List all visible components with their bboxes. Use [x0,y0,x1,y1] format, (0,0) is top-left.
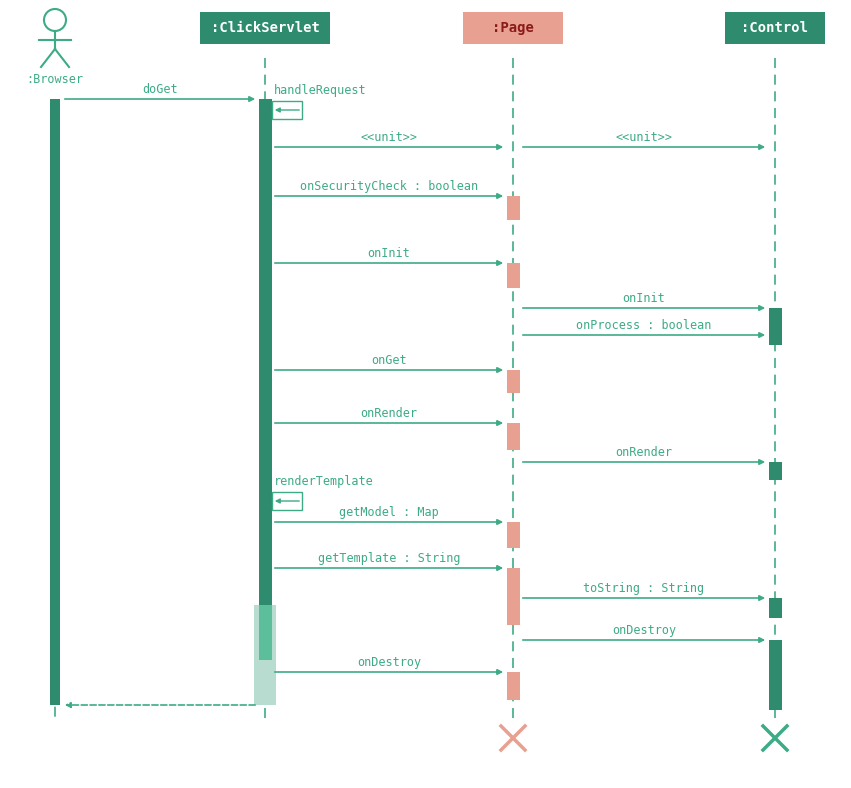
Text: onDestroy: onDestroy [357,656,421,669]
Bar [725,12,825,44]
Text: onInit: onInit [368,247,410,260]
Bar [768,462,781,480]
Bar [506,196,519,220]
Text: :ClickServlet: :ClickServlet [210,21,319,35]
Bar [506,672,519,700]
Text: :Control: :Control [741,21,808,35]
Bar [272,101,302,119]
Text: getModel : Map: getModel : Map [340,506,439,519]
Text: onRender: onRender [361,407,418,420]
Text: onRender: onRender [615,446,672,459]
Text: :Page: :Page [492,21,534,35]
Bar [200,12,330,44]
Text: onDestroy: onDestroy [612,624,676,637]
Text: <<unit>>: <<unit>> [361,131,418,144]
Text: onSecurityCheck : boolean: onSecurityCheck : boolean [300,180,478,193]
Text: <<unit>>: <<unit>> [615,131,672,144]
Bar [506,522,519,548]
Text: :Browser: :Browser [26,73,83,86]
Bar [259,99,271,605]
Bar [254,605,276,705]
Text: handleRequest: handleRequest [274,84,367,97]
Bar [506,263,519,288]
Text: onInit: onInit [623,292,665,305]
Bar [259,605,271,660]
Bar [768,640,781,710]
Bar [463,12,563,44]
Text: onProcess : boolean: onProcess : boolean [576,319,711,332]
Text: doGet: doGet [142,83,178,96]
Bar [768,308,781,345]
Text: renderTemplate: renderTemplate [274,475,374,488]
Text: toString : String: toString : String [584,582,705,595]
Text: onGet: onGet [371,354,407,367]
Bar [272,492,302,510]
Bar [506,423,519,450]
Bar [768,598,781,618]
Bar [50,99,60,705]
Text: getTemplate : String: getTemplate : String [317,552,460,565]
Bar [506,568,519,625]
Bar [506,370,519,393]
